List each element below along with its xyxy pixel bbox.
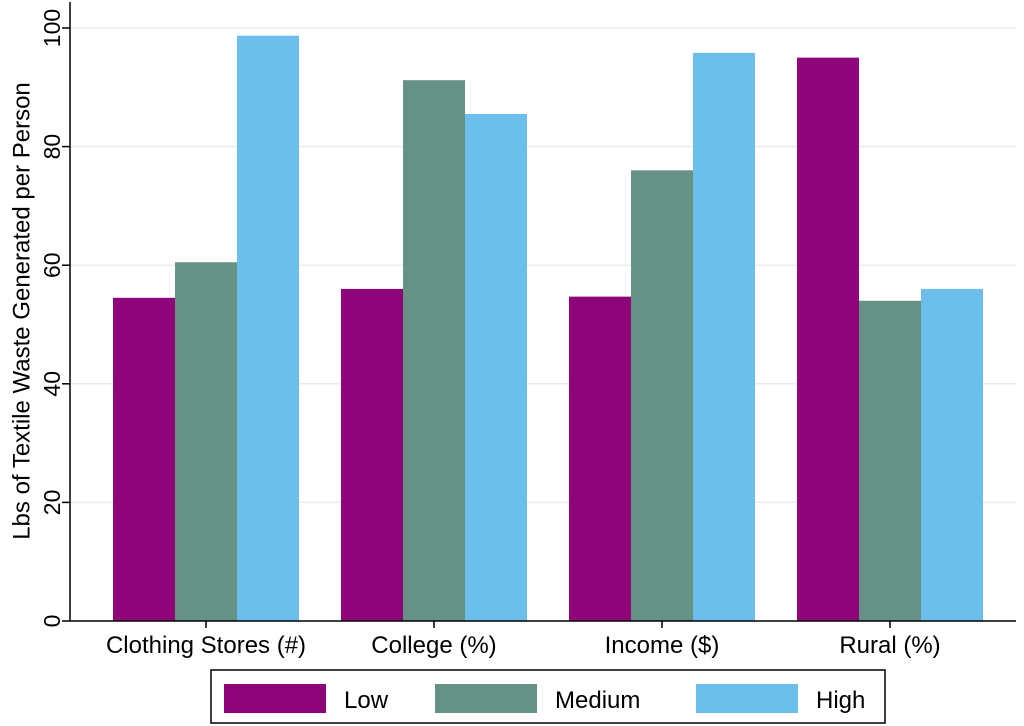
x-category-label: Income ($) xyxy=(605,632,720,659)
legend-label-low: Low xyxy=(344,687,389,714)
legend: Low Medium High xyxy=(210,669,886,724)
legend-swatch-low xyxy=(224,684,326,713)
legend-label-high: High xyxy=(816,687,865,714)
y-tick-label: 0 xyxy=(39,615,65,628)
bar-high-0 xyxy=(237,35,299,622)
bar-medium-2 xyxy=(631,170,693,621)
y-tick-label: 40 xyxy=(39,371,65,397)
bar-low-2 xyxy=(569,296,631,621)
x-category-label: Clothing Stores (#) xyxy=(106,632,306,659)
bar-low-3 xyxy=(797,57,859,621)
bar-medium-1 xyxy=(403,80,465,621)
legend-swatch-medium xyxy=(435,684,537,713)
x-category-label: College (%) xyxy=(371,632,496,659)
bar-high-1 xyxy=(465,113,527,622)
y-tick-label: 100 xyxy=(39,9,65,47)
bar-low-1 xyxy=(341,288,403,621)
bar-high-3 xyxy=(921,288,983,621)
bar-low-0 xyxy=(113,297,175,621)
bar-medium-0 xyxy=(175,262,237,621)
y-axis-title: Lbs of Textile Waste Generated per Perso… xyxy=(9,82,36,540)
y-ticks: 0 20 40 60 80 100 xyxy=(39,9,70,628)
bar-medium-3 xyxy=(859,300,921,621)
axes xyxy=(69,2,1016,622)
y-tick-label: 20 xyxy=(39,490,65,516)
bar-high-2 xyxy=(693,52,755,621)
y-tick-label: 80 xyxy=(39,134,65,160)
x-category-label: Rural (%) xyxy=(839,632,940,659)
y-tick-label: 60 xyxy=(39,252,65,278)
legend-label-medium: Medium xyxy=(555,687,640,714)
x-category-labels: Clothing Stores (#) College (%) Income ($)… xyxy=(106,621,941,659)
legend-swatch-high xyxy=(696,684,798,713)
bars xyxy=(113,35,983,622)
